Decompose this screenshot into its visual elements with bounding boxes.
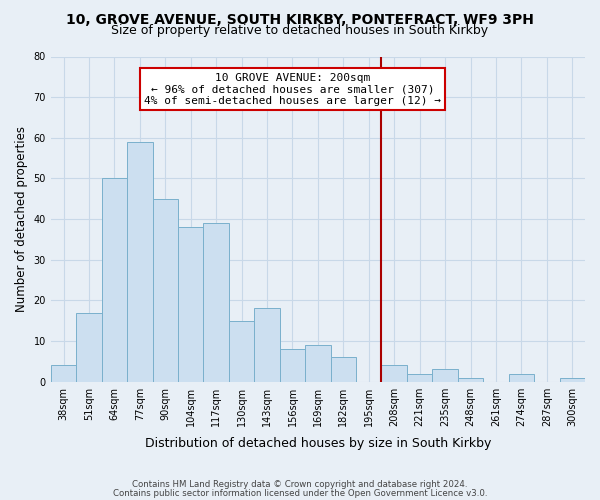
Bar [254,308,280,382]
Bar [152,199,178,382]
X-axis label: Distribution of detached houses by size in South Kirkby: Distribution of detached houses by size … [145,437,491,450]
Bar [229,320,254,382]
Bar [509,374,534,382]
Y-axis label: Number of detached properties: Number of detached properties [15,126,28,312]
Bar [458,378,483,382]
Bar [560,378,585,382]
Bar [178,227,203,382]
Bar [127,142,152,382]
Bar [407,374,433,382]
Bar [101,178,127,382]
Text: Size of property relative to detached houses in South Kirkby: Size of property relative to detached ho… [112,24,488,37]
Bar [203,223,229,382]
Text: 10 GROVE AVENUE: 200sqm
← 96% of detached houses are smaller (307)
4% of semi-de: 10 GROVE AVENUE: 200sqm ← 96% of detache… [144,73,441,106]
Text: 10, GROVE AVENUE, SOUTH KIRKBY, PONTEFRACT, WF9 3PH: 10, GROVE AVENUE, SOUTH KIRKBY, PONTEFRA… [66,12,534,26]
Bar [433,370,458,382]
Bar [280,349,305,382]
Text: Contains HM Land Registry data © Crown copyright and database right 2024.: Contains HM Land Registry data © Crown c… [132,480,468,489]
Bar [382,366,407,382]
Text: Contains public sector information licensed under the Open Government Licence v3: Contains public sector information licen… [113,488,487,498]
Bar [76,312,101,382]
Bar [51,366,76,382]
Bar [305,345,331,382]
Bar [331,358,356,382]
